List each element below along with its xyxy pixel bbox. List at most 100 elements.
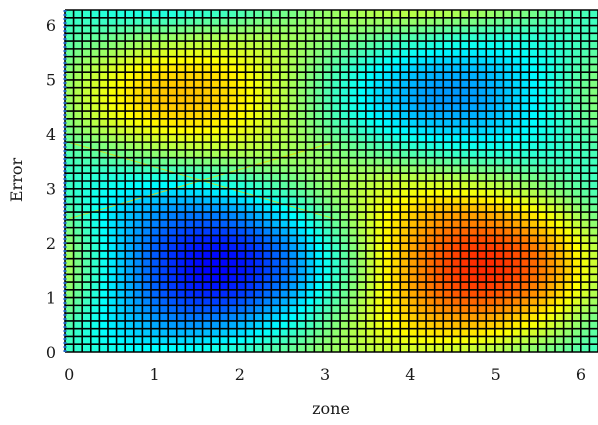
heatmap-cell: [202, 181, 212, 190]
heatmap-cell: [426, 212, 435, 221]
heatmap-cell: [383, 25, 392, 34]
heatmap-cell: [185, 118, 195, 127]
heatmap-cell: [65, 219, 74, 228]
heatmap-cell: [314, 118, 324, 127]
heatmap-cell: [460, 72, 470, 81]
heatmap-cell: [73, 10, 83, 19]
heatmap-cell: [228, 95, 238, 104]
heatmap-cell: [90, 235, 100, 244]
heatmap-cell: [305, 289, 315, 298]
heatmap-cell: [202, 17, 212, 26]
heatmap-cell: [486, 219, 496, 228]
heatmap-cell: [374, 196, 384, 205]
heatmap-cell: [245, 250, 255, 260]
heatmap-cell: [443, 72, 453, 81]
heatmap-cell: [90, 41, 100, 50]
heatmap-cell: [563, 289, 573, 298]
heatmap-cell: [555, 149, 564, 158]
heatmap-cell: [443, 212, 453, 221]
heatmap-cell: [589, 313, 598, 322]
heatmap-cell: [374, 126, 384, 135]
heatmap-cell: [228, 328, 238, 337]
heatmap-cell: [494, 165, 504, 174]
heatmap-cell: [73, 250, 83, 260]
heatmap-cell: [305, 282, 315, 291]
heatmap-cell: [383, 41, 392, 50]
heatmap-cell: [228, 188, 238, 197]
heatmap-cell: [563, 219, 573, 228]
heatmap-cell: [297, 25, 307, 34]
heatmap-cell: [537, 64, 547, 73]
heatmap-cell: [159, 103, 169, 112]
heatmap-cell: [314, 235, 324, 244]
heatmap-cell: [150, 48, 160, 57]
heatmap-cell: [288, 33, 298, 42]
heatmap-cell: [142, 289, 152, 298]
heatmap-cell: [305, 87, 315, 96]
heatmap-cell: [168, 72, 178, 81]
heatmap-cell: [434, 188, 444, 197]
heatmap-cell: [477, 328, 487, 337]
heatmap-cell: [400, 266, 410, 275]
heatmap-cell: [555, 250, 564, 260]
heatmap-cell: [65, 87, 74, 96]
heatmap-cell: [537, 344, 547, 353]
heatmap-cell: [451, 274, 461, 283]
heatmap-cell: [99, 266, 109, 275]
heatmap-cell: [546, 111, 556, 120]
heatmap-cell: [408, 103, 418, 112]
heatmap-cell: [357, 157, 367, 166]
heatmap-cell: [202, 10, 212, 19]
heatmap-cell: [443, 56, 453, 65]
heatmap-cell: [331, 56, 341, 65]
heatmap-cell: [211, 274, 221, 283]
heatmap-cell: [254, 87, 264, 96]
heatmap-cell: [572, 56, 582, 65]
heatmap-cell: [477, 173, 487, 182]
heatmap-cell: [400, 196, 410, 205]
heatmap-cell: [400, 305, 410, 314]
heatmap-cell: [340, 289, 349, 298]
heatmap-cell: [460, 79, 470, 89]
heatmap-cell: [150, 212, 160, 221]
heatmap-cell: [305, 235, 315, 244]
heatmap-cell: [82, 328, 92, 337]
heatmap-cell: [322, 250, 332, 260]
heatmap-cell: [529, 95, 539, 104]
heatmap-cell: [486, 289, 496, 298]
heatmap-cell: [90, 266, 100, 275]
heatmap-cell: [236, 204, 246, 213]
heatmap-cell: [426, 258, 435, 267]
heatmap-cell: [219, 227, 229, 236]
heatmap-cell: [340, 320, 349, 329]
heatmap-cell: [125, 10, 135, 19]
heatmap-cell: [314, 282, 324, 291]
heatmap-cell: [451, 243, 461, 252]
heatmap-cell: [73, 87, 83, 96]
heatmap-cell: [434, 33, 444, 42]
heatmap-cell: [331, 313, 341, 322]
heatmap-cell: [460, 344, 470, 353]
heatmap-cell: [168, 305, 178, 314]
heatmap-cell: [228, 126, 238, 135]
heatmap-cell: [374, 173, 384, 182]
heatmap-cell: [529, 305, 539, 314]
heatmap-cell: [451, 289, 461, 298]
heatmap-cell: [90, 227, 100, 236]
heatmap-cell: [125, 336, 135, 345]
heatmap-cell: [529, 274, 539, 283]
heatmap-cell: [417, 79, 427, 89]
heatmap-cell: [65, 126, 74, 135]
heatmap-cell: [297, 181, 307, 190]
heatmap-cell: [537, 235, 547, 244]
heatmap-cell: [82, 17, 92, 26]
heatmap-cell: [262, 79, 272, 89]
heatmap-cell: [503, 227, 513, 236]
heatmap-cell: [589, 165, 598, 174]
heatmap-cell: [125, 134, 135, 143]
heatmap-cell: [555, 258, 564, 267]
heatmap-cell: [494, 17, 504, 26]
heatmap-cell: [142, 149, 152, 158]
heatmap-cell: [460, 142, 470, 151]
heatmap-cell: [193, 134, 203, 143]
